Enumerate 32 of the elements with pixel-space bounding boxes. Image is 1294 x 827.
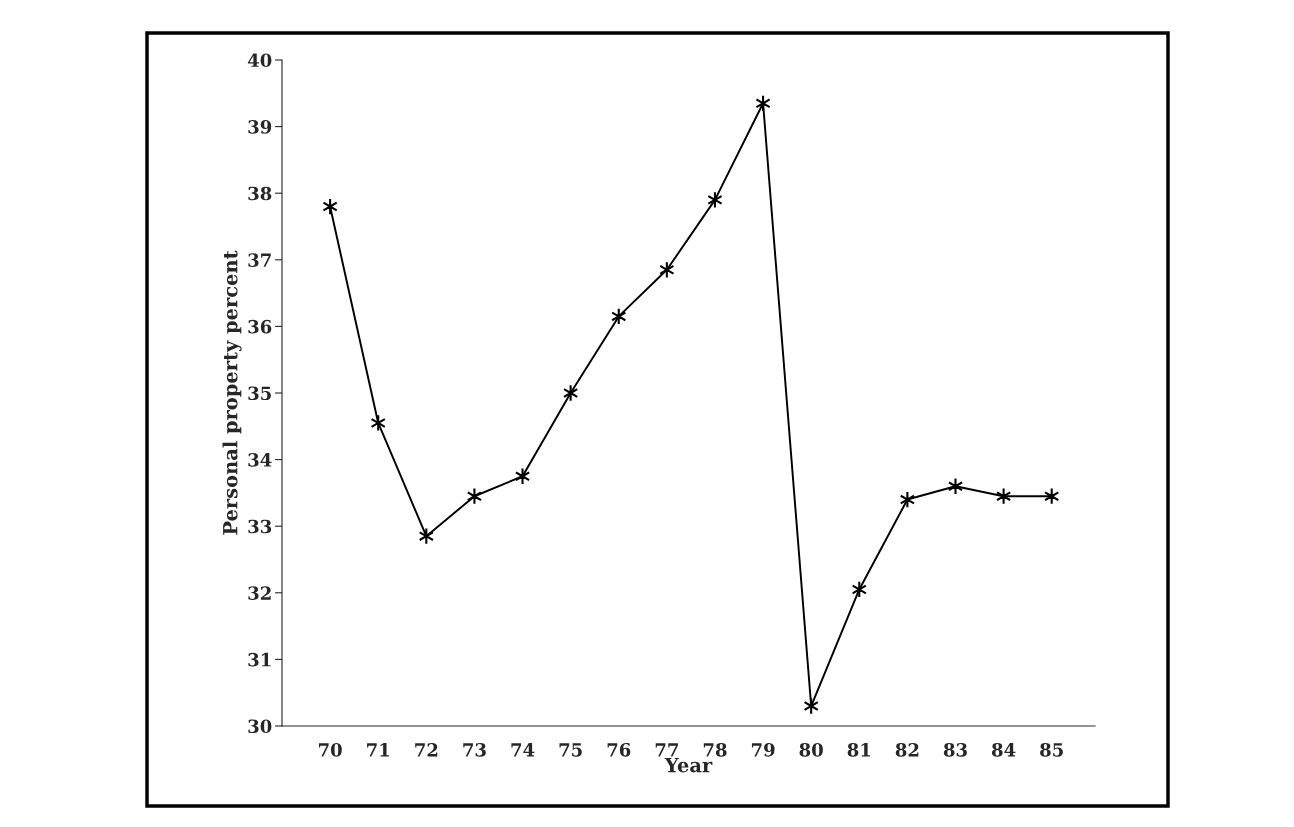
x-tick-label: 75: [559, 743, 582, 757]
y-tick-label: 38: [248, 186, 272, 201]
y-tick-label: 39: [248, 120, 272, 134]
y-tick-label: 37: [248, 253, 271, 267]
x-tick-label: 71: [367, 742, 389, 757]
x-tick-label: 76: [607, 742, 631, 757]
x-tick-label: 80: [799, 742, 823, 757]
y-tick-label: 36: [248, 319, 272, 334]
x-tick-label: 74: [511, 742, 535, 757]
y-tick-label: 30: [248, 719, 272, 734]
y-tick-label: 34: [248, 453, 272, 467]
point: [514, 467, 531, 485]
x-tick-label: 72: [415, 742, 438, 757]
point: [947, 477, 964, 495]
y-axis-title: Personal property percent: [222, 250, 242, 535]
x-tick-label: 82: [895, 742, 919, 757]
x-tick-label: 85: [1040, 742, 1063, 757]
point: [803, 697, 819, 715]
x-axis-title: Year: [664, 757, 713, 773]
x-tick-label: 83: [943, 742, 967, 757]
x-tick-label: 84: [991, 742, 1016, 757]
y-tick-label: 31: [248, 652, 271, 667]
x-tick-label: 81: [847, 742, 871, 757]
y-tick-label: 33: [248, 519, 272, 534]
x-tick-label: 79: [751, 742, 775, 757]
x-tick-label: 77: [655, 743, 678, 757]
y-tick-label: 32: [248, 586, 271, 600]
x-tick-label: 70: [318, 742, 342, 757]
y-tick-label: 40: [247, 53, 272, 68]
x-tick-label: 73: [463, 742, 486, 757]
y-tick-label: 35: [248, 386, 271, 401]
x-tick-label: 78: [703, 742, 727, 757]
